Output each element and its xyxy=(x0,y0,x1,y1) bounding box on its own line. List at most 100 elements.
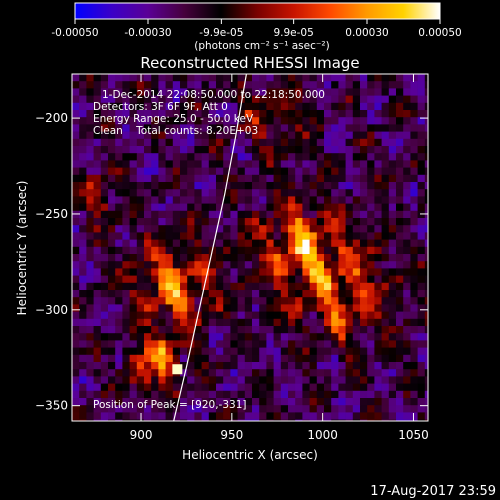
heatmap-cell xyxy=(216,390,224,399)
heatmap-cell xyxy=(309,160,318,168)
heatmap-cell xyxy=(396,254,404,262)
heatmap-cell xyxy=(244,254,253,262)
heatmap-cell xyxy=(72,174,80,183)
heatmap-cell xyxy=(86,268,94,276)
heatmap-cell xyxy=(273,189,282,197)
heatmap-cell xyxy=(352,412,361,420)
heatmap-cell xyxy=(360,268,368,276)
heatmap-cell xyxy=(237,390,246,399)
heatmap-cell xyxy=(201,174,210,183)
heatmap-cell xyxy=(302,232,310,240)
heatmap-cell xyxy=(93,326,102,334)
heatmap-cell xyxy=(266,318,274,327)
heatmap-cell xyxy=(367,290,375,298)
heatmap-cell xyxy=(316,146,325,154)
heatmap-cell xyxy=(216,95,224,104)
heatmap-cell xyxy=(288,261,296,269)
heatmap-cell xyxy=(108,88,116,96)
heatmap-cell xyxy=(165,282,174,291)
heatmap-cell xyxy=(367,311,375,320)
heatmap-cell xyxy=(72,218,80,226)
heatmap-cell xyxy=(244,203,253,212)
heatmap-cell xyxy=(259,189,267,197)
heatmap-cell xyxy=(360,189,368,197)
heatmap-cell xyxy=(403,311,411,320)
heatmap-cell xyxy=(144,102,152,111)
heatmap-cell xyxy=(244,117,253,125)
heatmap-cell xyxy=(417,153,426,161)
heatmap-cell xyxy=(352,74,361,82)
heatmap-cell xyxy=(100,354,109,363)
heatmap-cell xyxy=(93,398,102,406)
heatmap-cell xyxy=(396,81,404,89)
heatmap-cell xyxy=(410,419,418,421)
heatmap-cell xyxy=(108,326,116,334)
heatmap-cell xyxy=(151,232,159,240)
heatmap-cell xyxy=(129,182,138,190)
heatmap-cell xyxy=(208,369,217,377)
heatmap-cell xyxy=(122,347,130,356)
heatmap-cell xyxy=(331,254,339,262)
heatmap-cell xyxy=(223,282,231,291)
heatmap-cell xyxy=(108,138,116,147)
heatmap-cell xyxy=(367,74,375,82)
heatmap-cell xyxy=(360,412,368,420)
heatmap-cell xyxy=(165,153,174,161)
heatmap-cell xyxy=(388,326,397,334)
heatmap-cell xyxy=(381,225,390,233)
heatmap-cell xyxy=(230,347,238,356)
heatmap-cell xyxy=(136,153,145,161)
solar-limb-curve xyxy=(173,74,247,421)
heatmap-cell xyxy=(79,167,87,176)
heatmap-cell xyxy=(194,182,202,190)
heatmap-cell xyxy=(331,196,339,204)
heatmap-cell xyxy=(100,117,109,125)
heatmap-cell xyxy=(201,203,210,212)
heatmap-cell xyxy=(316,347,325,356)
heatmap-cell xyxy=(115,369,123,377)
heatmap-cell xyxy=(79,203,87,212)
heatmap-cell xyxy=(367,102,375,111)
heatmap-cell xyxy=(381,254,390,262)
heatmap-cell xyxy=(266,138,274,147)
heatmap-cell xyxy=(216,160,224,168)
heatmap-cell xyxy=(381,124,390,132)
heatmap-cell xyxy=(208,110,217,118)
heatmap-cell xyxy=(410,362,418,370)
heatmap-cell xyxy=(237,254,246,262)
heatmap-cell xyxy=(424,347,428,356)
heatmap-cell xyxy=(129,362,138,370)
heatmap-cell xyxy=(223,376,231,384)
heatmap-cell xyxy=(396,340,404,348)
heatmap-cell xyxy=(244,246,253,255)
heatmap-cell xyxy=(172,261,181,269)
heatmap-cell xyxy=(424,304,428,312)
heatmap-cell xyxy=(180,275,188,284)
heatmap-cell xyxy=(331,102,339,111)
heatmap-cell xyxy=(93,419,102,421)
heatmap-cell xyxy=(266,383,274,392)
heatmap-cell xyxy=(79,146,87,154)
heatmap-cell xyxy=(295,268,303,276)
heatmap-cell xyxy=(381,117,390,125)
heatmap-cell xyxy=(115,412,123,420)
heatmap-cell xyxy=(424,124,428,132)
heatmap-cell xyxy=(208,398,217,406)
heatmap-cell xyxy=(201,189,210,197)
heatmap-cell xyxy=(194,88,202,96)
heatmap-cell xyxy=(180,74,188,82)
heatmap-cell xyxy=(237,239,246,248)
heatmap-cell xyxy=(79,239,87,248)
heatmap-cell xyxy=(187,74,195,82)
heatmap-cell xyxy=(79,318,87,327)
heatmap-cell xyxy=(158,153,166,161)
heatmap-cell xyxy=(360,297,368,305)
heatmap-cell xyxy=(237,218,246,226)
heatmap-cell xyxy=(86,225,94,233)
heatmap-cell xyxy=(194,131,202,140)
heatmap-cell xyxy=(338,131,346,140)
heatmap-cell xyxy=(129,174,138,183)
heatmap-cell xyxy=(424,333,428,341)
heatmap-cell xyxy=(295,333,303,341)
